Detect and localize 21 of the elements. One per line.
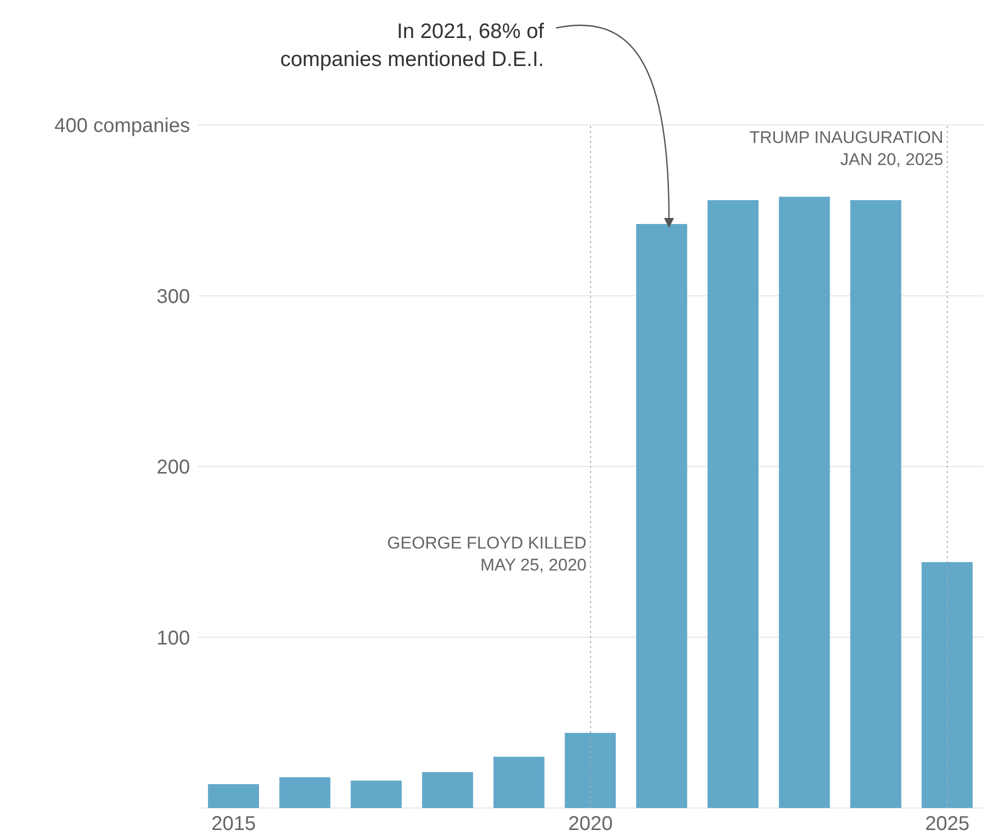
bar bbox=[422, 772, 474, 808]
x-tick-label: 2025 bbox=[925, 813, 970, 836]
ref-line-label: GEORGE FLOYD KILLED MAY 25, 2020 bbox=[387, 533, 586, 574]
bar bbox=[850, 200, 902, 808]
bar bbox=[708, 200, 759, 808]
bar bbox=[922, 562, 973, 808]
y-tick-label: 100 bbox=[156, 627, 190, 650]
bar bbox=[208, 784, 259, 808]
text: In 2021, 68% of companies mentioned D.E.I. bbox=[280, 20, 544, 71]
x-tick-label: 2020 bbox=[568, 813, 613, 836]
y-tick-label: 300 bbox=[156, 286, 190, 308]
x-tick-label: 2015 bbox=[211, 813, 256, 836]
y-tick-label: 200 bbox=[156, 456, 190, 479]
bar bbox=[564, 732, 616, 808]
y-tick-label: 400 companies bbox=[54, 115, 190, 138]
bar bbox=[778, 196, 830, 808]
bar bbox=[636, 224, 688, 808]
bar bbox=[493, 756, 544, 808]
ref-line-label: TRUMP INAUGURATION JAN 20, 2025 bbox=[749, 128, 944, 169]
bar bbox=[350, 780, 402, 808]
bar bbox=[279, 777, 330, 808]
